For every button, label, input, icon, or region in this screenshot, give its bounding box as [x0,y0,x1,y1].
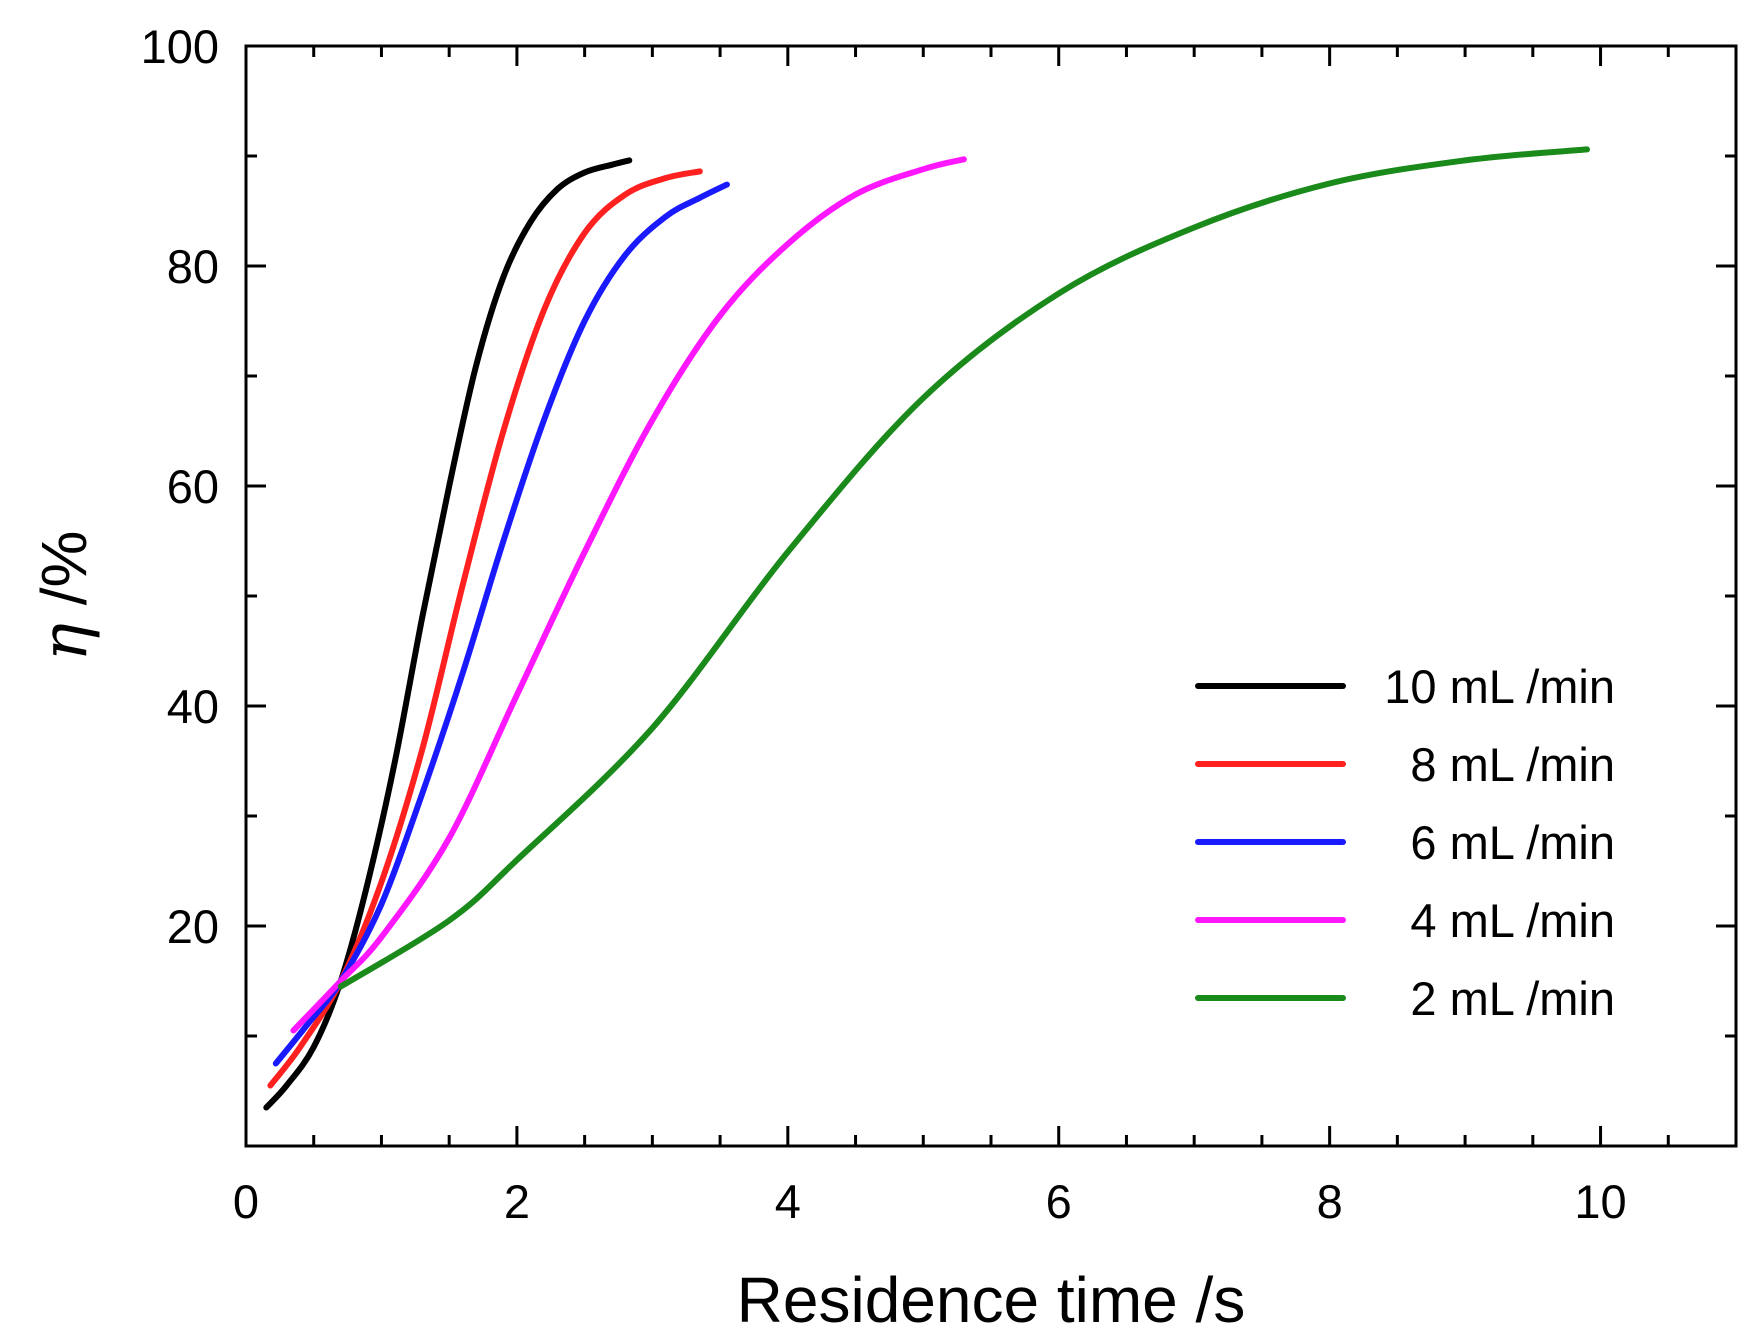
y-axis-title-symbol: η [28,623,102,661]
x-tick-label: 10 [1574,1175,1626,1228]
series-lines [263,146,1590,1111]
x-axis-title: Residence time /s [737,1264,1246,1336]
y-tick-label: 60 [167,460,219,513]
y-tick-label: 20 [167,900,219,953]
legend-label: 8 mL /min [1410,738,1615,791]
series-line [272,181,730,1067]
x-tick-label: 4 [775,1175,801,1228]
x-tick-label: 6 [1046,1175,1072,1228]
tick-labels: 0 2 4 6 8 10 20 40 60 80 100 [141,20,1627,1228]
x-tick-label: 0 [233,1175,259,1228]
x-tick-label: 8 [1317,1175,1343,1228]
plot-frame [244,44,1738,1148]
x-tick-label: 2 [504,1175,530,1228]
series-line [337,146,1590,990]
y-axis-title: η /% [28,531,102,662]
legend-label: 6 mL /min [1410,816,1615,869]
legend: 10 mL /min 8 mL /min 6 mL /min 4 mL /min 2 m… [1195,660,1615,1025]
legend-label: 10 mL /min [1384,660,1615,713]
y-tick-label: 100 [141,20,219,73]
series-line [290,156,967,1034]
y-tick-label: 80 [167,240,219,293]
y-axis-title-unit: /% [28,531,100,623]
series-line [263,157,633,1111]
y-tick-label: 40 [167,680,219,733]
legend-label: 4 mL /min [1410,894,1615,947]
legend-label: 2 mL /min [1410,972,1615,1025]
